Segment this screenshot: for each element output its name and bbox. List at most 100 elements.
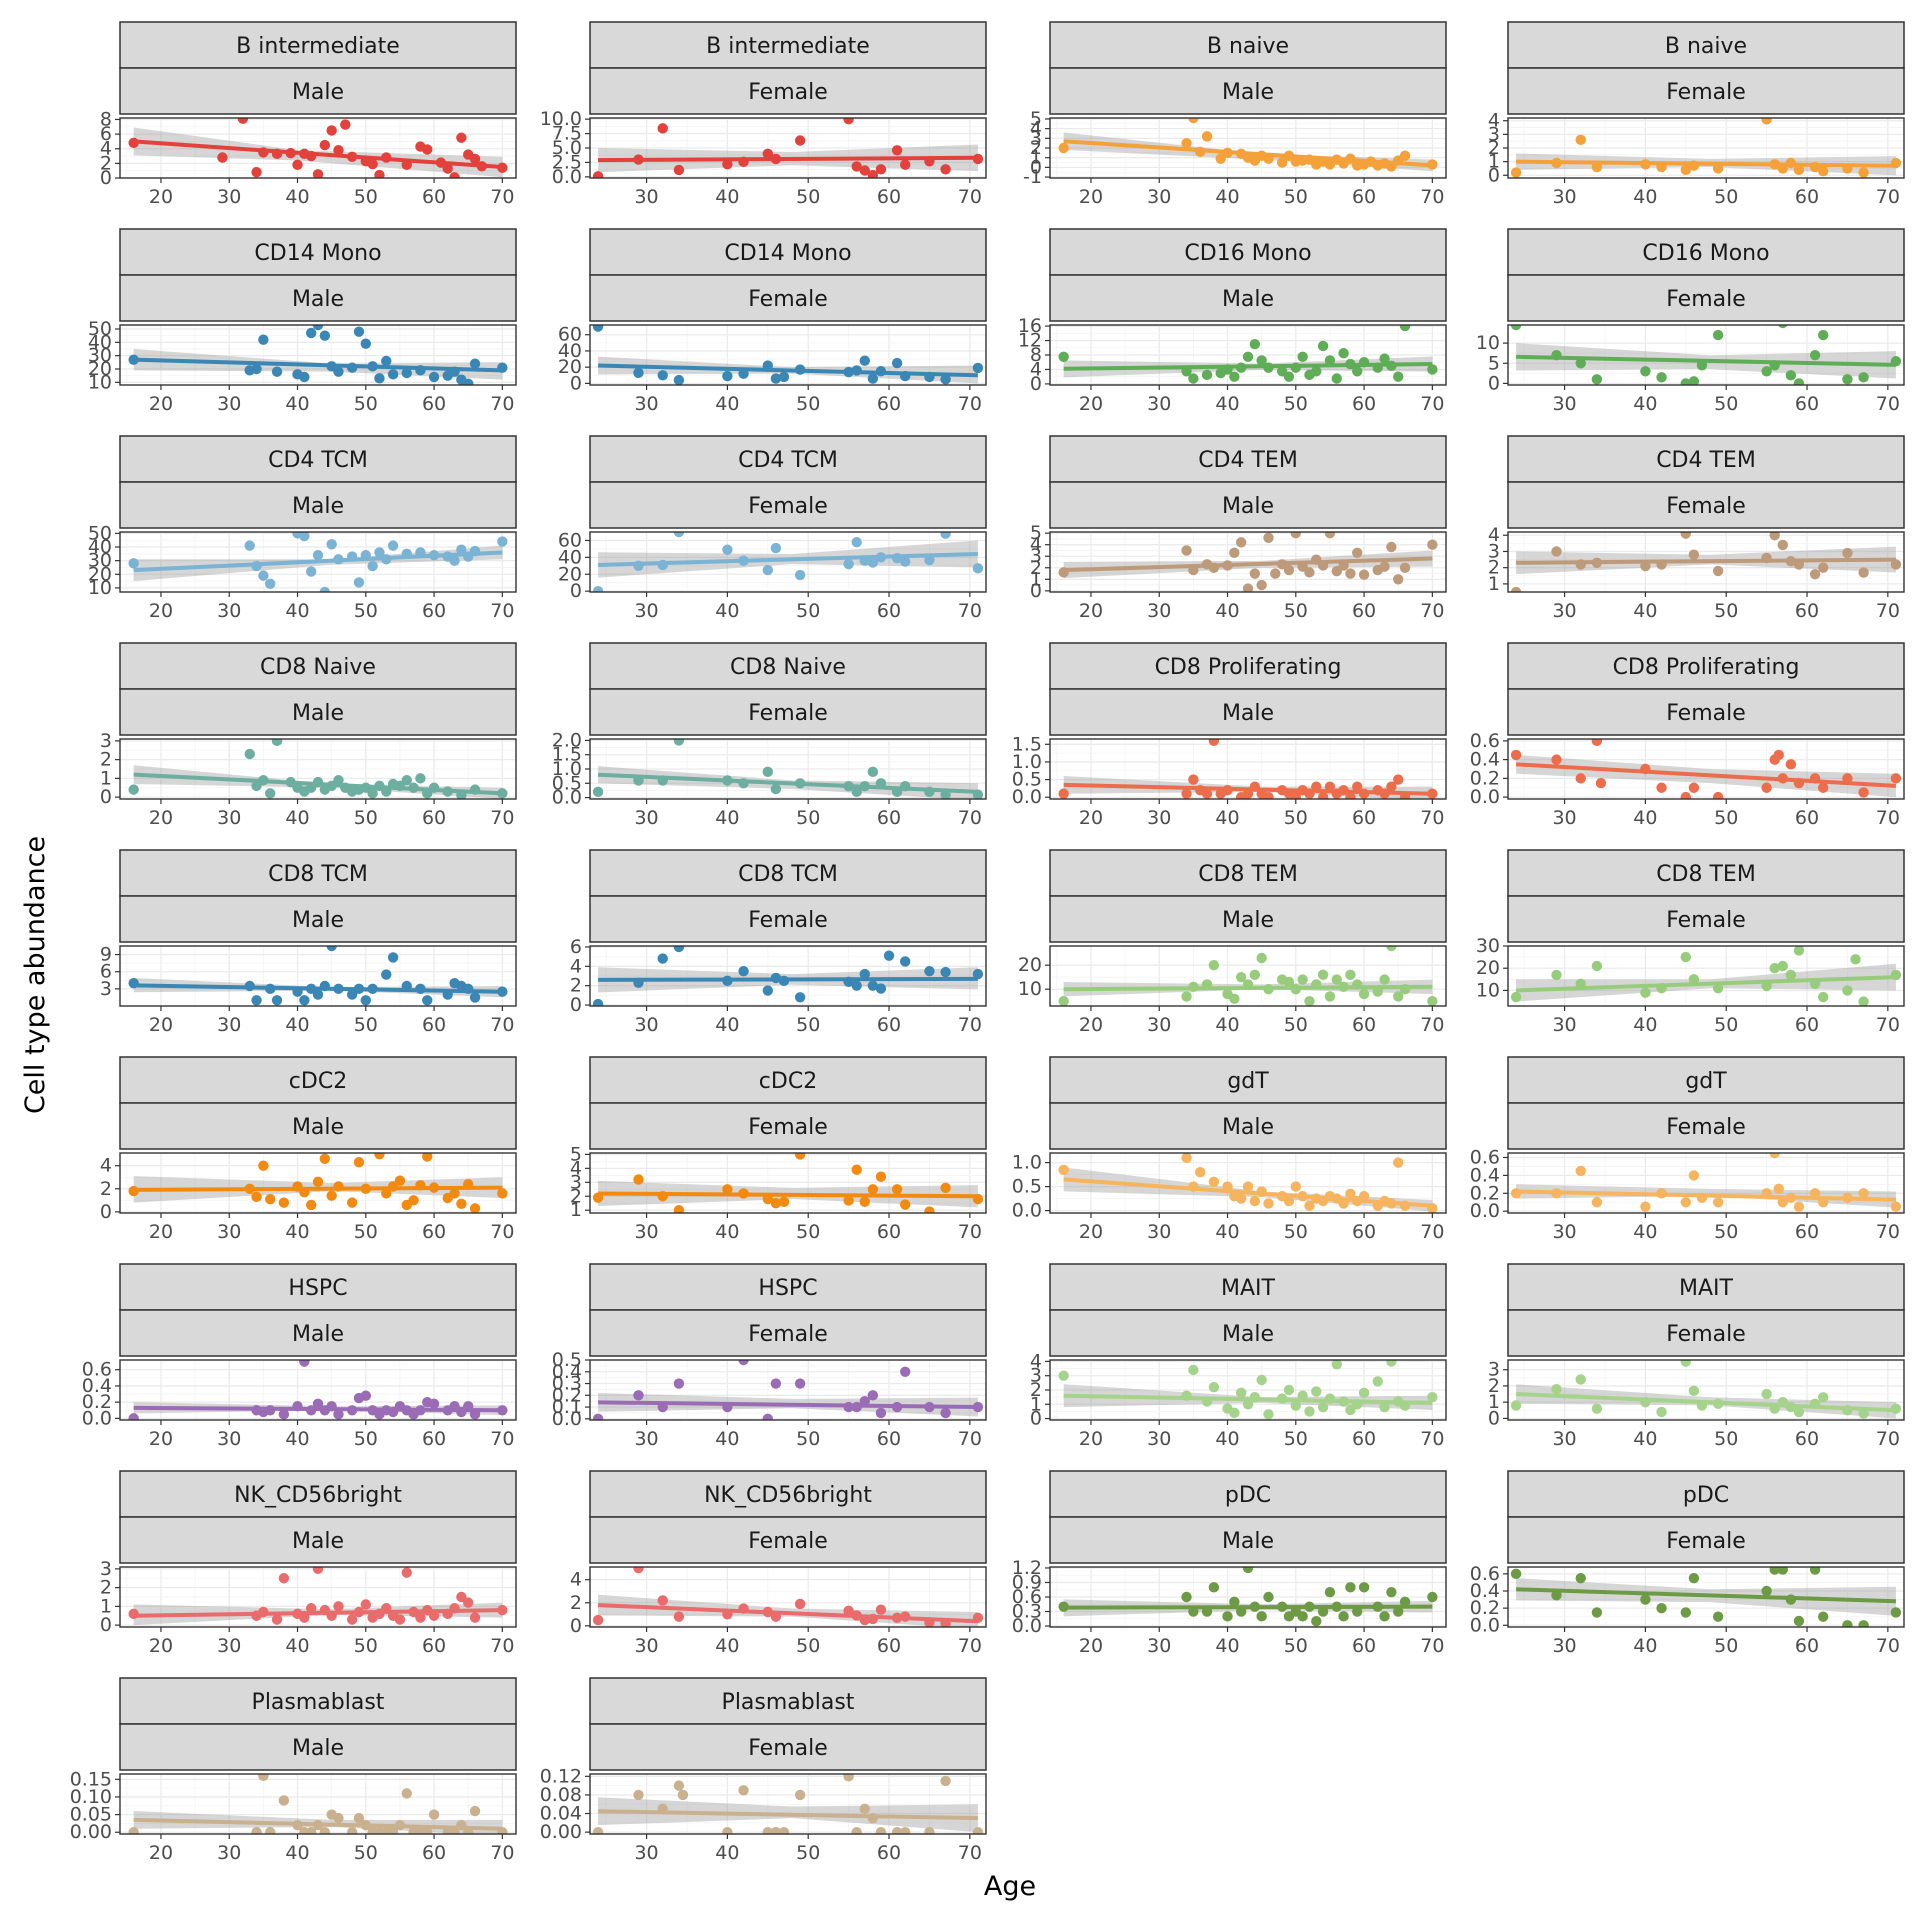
data-point	[1817, 165, 1829, 177]
data-point	[592, 1413, 604, 1420]
facet-label-sex: Female	[748, 1115, 828, 1140]
data-point	[940, 966, 951, 978]
y-tick-label: 40	[558, 340, 582, 362]
y-tick-label: 2	[1030, 1379, 1042, 1401]
x-tick-label: 40	[285, 186, 309, 208]
data-point	[1575, 134, 1586, 146]
data-point	[1680, 1197, 1691, 1208]
data-point	[1235, 972, 1247, 983]
plot-area	[1050, 1153, 1446, 1213]
panel-border	[1507, 1359, 1905, 1421]
y-tick-label: 0.2	[1470, 767, 1500, 789]
facet-strip-sex	[1049, 895, 1447, 943]
data-point	[633, 1567, 644, 1574]
data-point	[381, 969, 392, 980]
plot-area	[1050, 1360, 1446, 1420]
data-point	[469, 1805, 481, 1817]
x-tick-label: 60	[1795, 807, 1819, 829]
data-point	[1345, 1188, 1356, 1200]
data-point	[778, 1826, 790, 1834]
data-point	[401, 367, 412, 379]
data-point	[1304, 996, 1315, 1006]
data-point	[1352, 1606, 1363, 1617]
data-point	[1229, 371, 1240, 382]
data-point	[1510, 1400, 1522, 1411]
facet-panel: gdT Male 20 30 40 50 60 70 0.00.51.0	[1012, 1056, 1447, 1243]
regression-line	[1516, 1587, 1896, 1604]
facet-strip-sex	[589, 274, 987, 322]
x-tick-label: 50	[796, 600, 820, 622]
data-point	[299, 371, 310, 383]
data-point	[1249, 1195, 1261, 1207]
data-point	[1680, 1607, 1691, 1618]
plot-area	[1050, 118, 1446, 178]
x-tick-label: 70	[1420, 1635, 1444, 1657]
data-point	[1181, 788, 1192, 799]
data-point	[251, 166, 262, 178]
x-tick-label: 40	[1633, 393, 1657, 415]
data-point	[1317, 1401, 1329, 1413]
data-point	[738, 1785, 749, 1796]
data-point	[251, 1827, 262, 1834]
data-point	[891, 1826, 903, 1834]
data-point	[374, 1153, 385, 1160]
y-tick-label: 10	[1018, 978, 1042, 1000]
y-tick-label: 10	[1476, 979, 1500, 1001]
data-point	[1229, 993, 1240, 1004]
data-point	[333, 1409, 344, 1420]
x-tick-label: 30	[1147, 807, 1171, 829]
data-point	[1890, 1201, 1902, 1212]
data-point	[1195, 1167, 1206, 1178]
x-tick-label: 40	[285, 393, 309, 415]
plot-area	[120, 1153, 516, 1213]
y-tick-label: 4	[570, 1569, 582, 1591]
data-point	[1222, 1611, 1233, 1622]
y-tick-label: 0.0	[1012, 1200, 1042, 1222]
data-point	[360, 338, 371, 349]
data-point	[1208, 1176, 1220, 1188]
facet-strip-sex	[1049, 1102, 1447, 1150]
panel-border	[1049, 1152, 1447, 1214]
y-tick-label: 5	[570, 1143, 582, 1165]
data-point	[1352, 547, 1363, 558]
data-point	[1338, 1611, 1349, 1622]
data-point	[1595, 777, 1607, 789]
data-point	[1242, 1567, 1254, 1574]
data-point	[1290, 532, 1301, 539]
data-point	[859, 968, 870, 980]
y-tick-label: 4	[1030, 358, 1042, 380]
y-tick-label: 3	[1488, 1359, 1500, 1381]
plot-area	[1508, 1567, 1904, 1627]
x-tick-label: 20	[149, 393, 173, 415]
data-point	[762, 985, 773, 996]
x-tick-label: 50	[796, 1428, 820, 1450]
x-tick-label: 30	[1552, 1014, 1576, 1036]
x-tick-label: 60	[422, 1428, 446, 1450]
data-point	[940, 1775, 951, 1787]
facet-strip-sex	[589, 895, 987, 943]
y-tick-label: 7.5	[552, 123, 582, 145]
data-point	[1256, 1611, 1267, 1622]
y-tick-label: 0.4	[1470, 1164, 1500, 1186]
x-tick-label: 40	[715, 1842, 739, 1864]
data-point	[251, 1191, 262, 1203]
facet-strip-sex	[589, 1309, 987, 1357]
data-point	[1712, 329, 1724, 341]
y-axis-title: Cell type abundance	[20, 836, 51, 1114]
data-point	[851, 1164, 862, 1175]
data-point	[867, 169, 879, 178]
data-point	[883, 950, 895, 961]
facet-strip-sex	[1507, 67, 1905, 115]
data-point	[1331, 373, 1342, 384]
data-point	[899, 1366, 911, 1377]
data-point	[1793, 1201, 1805, 1212]
regression-line	[598, 363, 978, 378]
x-tick-label: 50	[796, 186, 820, 208]
regression-line	[1063, 782, 1433, 796]
y-tick-label: 1.0	[1012, 751, 1042, 773]
facet-label-cell-type: Plasmablast	[252, 1690, 385, 1715]
data-point	[1510, 325, 1522, 331]
